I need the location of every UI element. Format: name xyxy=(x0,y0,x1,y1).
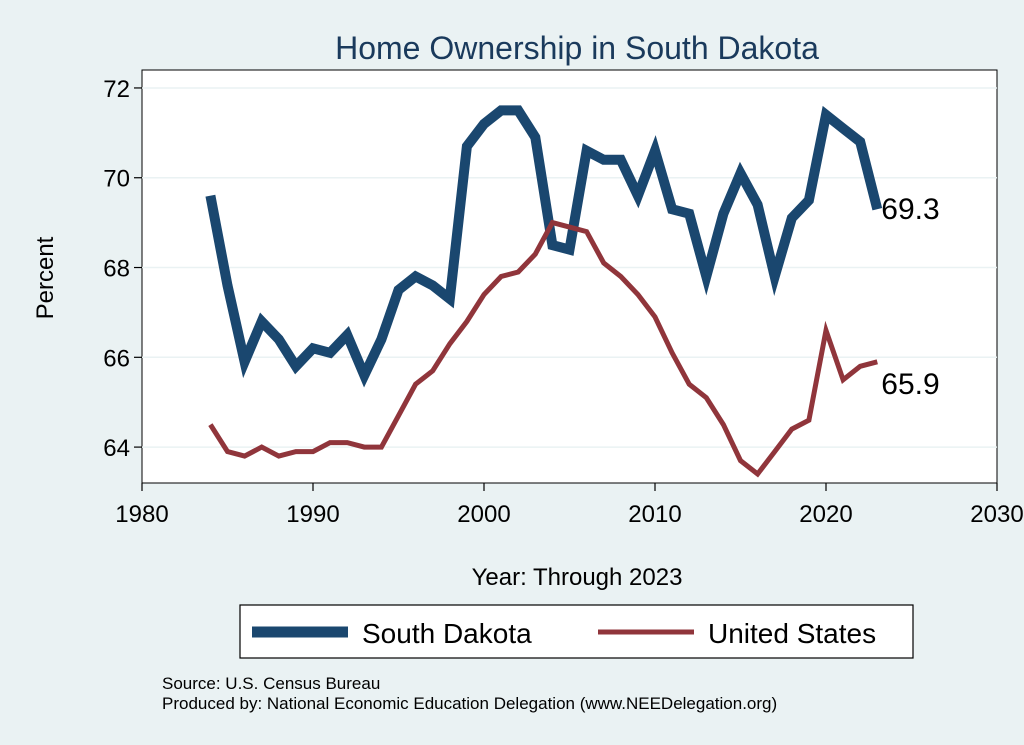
legend-box xyxy=(239,604,914,659)
x-tick-label-2010: 2010 xyxy=(628,501,681,528)
series-line-united-states xyxy=(208,219,878,478)
y-tick-label-66: 66 xyxy=(103,345,130,372)
series-layer xyxy=(205,105,883,478)
end-label-united-states: 65.9 xyxy=(881,368,939,401)
legend-label-united-states: United States xyxy=(708,618,876,649)
x-axis-label: Year: Through 2023 xyxy=(472,564,683,591)
legend-label-south-dakota: South Dakota xyxy=(362,618,532,649)
y-axis-label: Percent xyxy=(32,236,59,319)
x-axis: 1980 1990 2000 2010 2020 2030 xyxy=(115,483,1024,528)
end-label-south-dakota: 69.3 xyxy=(881,193,939,226)
x-tick-label-2020: 2020 xyxy=(799,501,852,528)
plot-area xyxy=(141,69,998,484)
y-tick-label-70: 70 xyxy=(103,166,130,193)
y-axis: 64 66 68 70 72 xyxy=(103,76,142,462)
legend: South Dakota United States xyxy=(239,604,914,659)
chart-title: Home Ownership in South Dakota xyxy=(335,30,819,66)
x-tick-label-2030: 2030 xyxy=(970,501,1023,528)
y-tick-label-64: 64 xyxy=(103,435,130,462)
x-tick-label-1990: 1990 xyxy=(286,501,339,528)
x-tick-label-2000: 2000 xyxy=(457,501,510,528)
x-tick-label-1980: 1980 xyxy=(115,501,168,528)
end-labels: 69.3 65.9 xyxy=(881,193,939,401)
source-note: Source: U.S. Census Bureau xyxy=(162,674,380,693)
y-tick-label-72: 72 xyxy=(103,76,130,103)
y-tick-label-68: 68 xyxy=(103,256,130,283)
series-line-south-dakota xyxy=(205,105,883,388)
producer-note: Produced by: National Economic Education… xyxy=(162,694,777,713)
